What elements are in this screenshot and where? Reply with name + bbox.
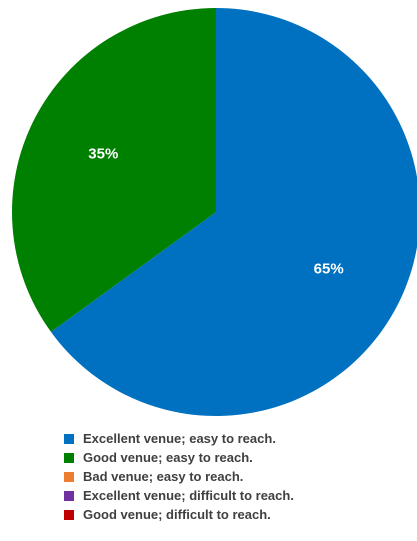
- slice-label-1: 65%: [314, 260, 344, 277]
- legend-label: Excellent venue; difficult to reach.: [83, 488, 294, 503]
- legend-label: Bad venue; easy to reach.: [83, 469, 244, 484]
- legend-swatch: [64, 433, 74, 444]
- legend-swatch: [64, 452, 74, 463]
- legend-label: Good venue; easy to reach.: [83, 450, 253, 465]
- pie-labels: 65% 35%: [88, 146, 343, 278]
- legend-label: Excellent venue; easy to reach.: [83, 431, 276, 446]
- pie-slices: [11, 8, 417, 416]
- legend-swatch: [64, 509, 74, 520]
- legend-label: Good venue; difficult to reach.: [83, 507, 271, 522]
- legend-item-3: Bad venue; easy to reach.: [64, 467, 294, 486]
- legend-item-1: Excellent venue; easy to reach.: [64, 429, 294, 448]
- legend-swatch: [64, 490, 74, 501]
- legend-swatch: [64, 471, 74, 482]
- pie-slice-1: [50, 8, 417, 416]
- legend-item-2: Good venue; easy to reach.: [64, 448, 294, 467]
- pie-slice-2: [11, 8, 216, 332]
- legend: Excellent venue; easy to reach. Good venu…: [64, 429, 294, 524]
- slice-label-2: 35%: [88, 146, 118, 163]
- legend-item-5: Good venue; difficult to reach.: [64, 505, 294, 524]
- legend-item-4: Excellent venue; difficult to reach.: [64, 486, 294, 505]
